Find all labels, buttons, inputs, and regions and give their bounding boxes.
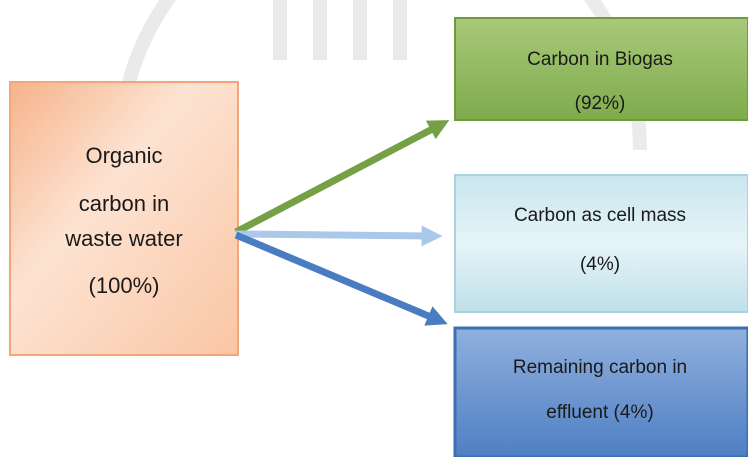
effluent-box bbox=[453, 326, 748, 457]
source-box bbox=[9, 81, 239, 356]
node-label: Carbon as cell mass bbox=[514, 205, 686, 226]
arrow-biogas bbox=[234, 120, 450, 236]
arrow-effluent bbox=[234, 231, 448, 326]
node-label: Organic bbox=[85, 143, 162, 168]
cell-mass-box bbox=[454, 174, 748, 313]
node-label: (100%) bbox=[89, 273, 160, 298]
arrow-cell-mass bbox=[235, 225, 443, 247]
node-label: waste water bbox=[64, 226, 182, 251]
node-label: (4%) bbox=[580, 254, 620, 275]
node-label: carbon in bbox=[79, 191, 170, 216]
biogas-box bbox=[454, 17, 748, 121]
node-label: Carbon in Biogas bbox=[527, 49, 673, 70]
node-label: Remaining carbon in bbox=[513, 357, 687, 378]
node-label: effluent (4%) bbox=[546, 402, 653, 423]
node-label: (92%) bbox=[575, 93, 626, 114]
